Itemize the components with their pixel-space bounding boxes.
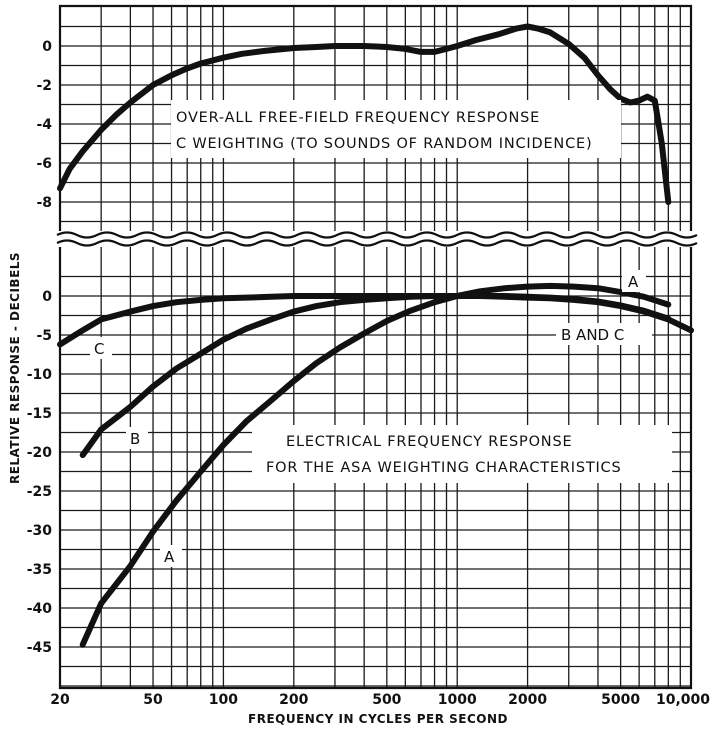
x-axis-label: FREQUENCY IN CYCLES PER SECOND [248,712,508,726]
bottom-panel-frame [58,246,693,690]
curve-a-weighting [79,282,672,648]
x-tick-label: 10,000 [656,692,710,708]
y-axis-label: RELATIVE RESPONSE - DECIBELS [8,252,22,484]
break-line-upper [56,231,698,239]
bottom-y-tick-label: -30 [27,523,53,539]
bottom-y-tick-label: -10 [27,367,53,383]
bottom-panel-title: ELECTRICAL FREQUENCY RESPONSE [286,434,572,450]
x-tick-label: 1000 [438,692,477,708]
bottom-y-tick-label: -15 [27,406,52,422]
annotations: OVER-ALL FREE-FIELD FREQUENCY RESPONSE C… [90,100,672,567]
bottom-panel-subtitle: FOR THE ASA WEIGHTING CHARACTERISTICS [266,460,622,476]
bottom-y-tick-label: -25 [27,484,52,500]
bottom-y-tick-label: -35 [27,562,52,578]
x-tick-label: 2000 [508,692,547,708]
top-y-tick-label: -2 [36,78,52,94]
x-tick-label: 100 [209,692,238,708]
label-a-lower-backdrop [160,545,182,567]
top-annotation-backdrop [171,100,621,158]
curve-label-b-and-c: B AND C [561,326,624,344]
top-panel-subtitle: C WEIGHTING (TO SOUNDS OF RANDOM INCIDEN… [176,136,592,152]
bottom-y-tick-label: 0 [42,289,52,305]
top-panel-curves [57,23,672,205]
top-y-tick-label: -8 [36,195,52,211]
tick-labels: 0 -2 -4 -6 -8 0 -5 -10 -15 -20 -25 -30 -35 -40 -45 20 50… [27,39,711,708]
top-y-tick-label: 0 [42,39,52,55]
curve-label-a-lower: A [164,548,175,566]
curve-c-weighting [57,293,694,348]
curve-label-c: C [94,340,104,358]
x-tick-label: 50 [143,692,163,708]
top-response-curve [57,23,672,205]
top-y-tick-label: -6 [36,156,52,172]
bottom-y-tick-label: -45 [27,640,52,656]
top-y-tick-label: -4 [36,117,52,133]
curve-label-b: B [130,430,140,448]
break-line-lower [56,239,698,247]
bottom-panel-curves [57,282,694,648]
label-c-backdrop [90,337,112,359]
top-panel-frame [58,4,693,232]
bottom-y-tick-label: -40 [27,601,53,617]
bottom-annotation-backdrop [252,425,672,483]
label-a-upper-backdrop [622,270,646,292]
x-tick-label: 200 [279,692,308,708]
x-tick-label: 5000 [601,692,640,708]
curve-label-a-upper: A [628,273,639,291]
panel-frames [56,4,698,690]
label-b-and-c-backdrop [556,323,652,345]
x-tick-label: 20 [50,692,70,708]
label-b-backdrop [126,427,148,449]
bottom-y-tick-label: -20 [27,445,53,461]
bottom-y-tick-label: -5 [36,328,52,344]
top-panel-title: OVER-ALL FREE-FIELD FREQUENCY RESPONSE [176,110,540,126]
x-tick-label: 500 [372,692,401,708]
